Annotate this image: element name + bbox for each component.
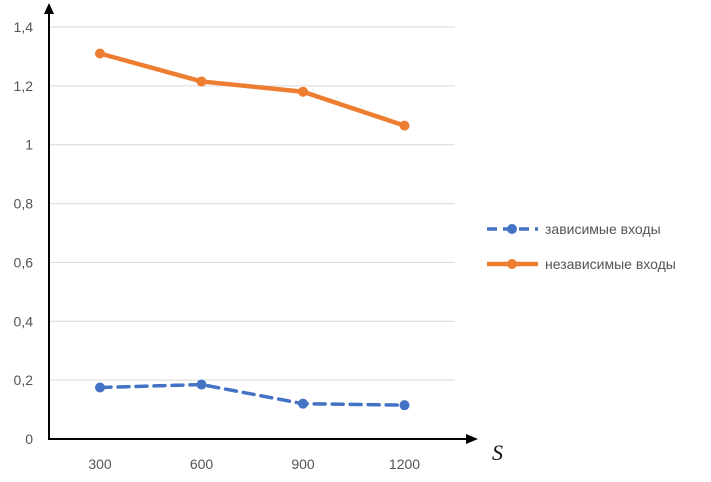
series-line [98, 382, 407, 407]
legend-swatch-marker [507, 224, 517, 234]
series-line [97, 51, 407, 128]
series-2 [95, 48, 410, 131]
data-point [95, 48, 105, 59]
y-axis-arrow [44, 3, 54, 14]
y-tick-label: 1,4 [14, 19, 34, 35]
y-tick-label: 0,4 [14, 313, 34, 329]
x-tick-label: 900 [291, 456, 315, 472]
y-tick-label: 0,2 [14, 372, 34, 388]
legend-label: зависимые входы [545, 221, 661, 237]
x-axis-title: S [492, 440, 503, 465]
data-point [95, 382, 105, 393]
legend-label: независимые входы [545, 256, 676, 272]
legend-swatch-marker [507, 259, 517, 269]
x-tick-label: 600 [190, 456, 214, 472]
y-tick-labels: 0 0,2 0,4 0,6 0,8 1 1,2 1,4 [14, 19, 34, 447]
series-1 [95, 379, 410, 411]
x-tick-label: 300 [88, 456, 112, 472]
data-point [196, 76, 207, 87]
data-series [95, 48, 410, 411]
data-point [196, 379, 207, 390]
legend-item: независимые входы [487, 256, 676, 272]
y-tick-label: 0 [25, 431, 33, 447]
y-tick-label: 0,6 [14, 254, 34, 270]
x-axis-arrow [466, 434, 478, 444]
gridlines [49, 26, 455, 381]
y-tick-label: 1 [25, 137, 33, 153]
y-tick-label: 0,8 [14, 196, 34, 212]
data-point [298, 398, 308, 409]
x-tick-labels: 300 600 900 1200 [88, 456, 420, 472]
data-point [399, 120, 410, 131]
data-point [399, 400, 410, 411]
x-tick-label: 1200 [389, 456, 420, 472]
y-tick-label: 1,2 [14, 78, 34, 94]
legend-item: зависимые входы [487, 221, 661, 237]
legend: зависимые входы независимые входы [487, 221, 676, 272]
data-point [298, 86, 308, 97]
axes: S [44, 3, 503, 465]
